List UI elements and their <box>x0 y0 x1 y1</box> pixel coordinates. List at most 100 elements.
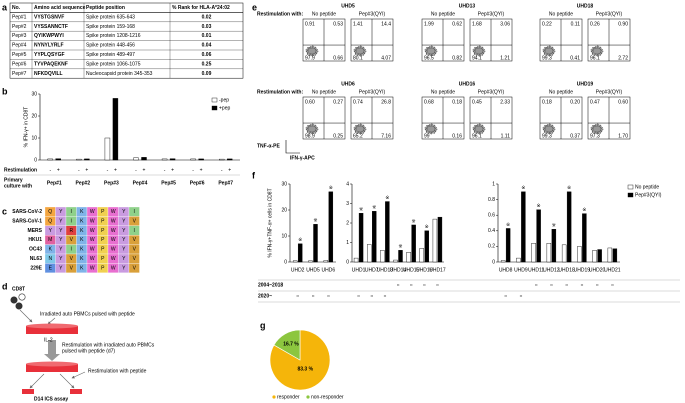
panel-label: c <box>2 206 7 216</box>
event-dot <box>311 124 313 126</box>
event-dot <box>549 54 551 56</box>
era-marker: ○ <box>357 293 360 299</box>
event-dot <box>314 54 317 56</box>
event-dot <box>590 129 593 131</box>
event-dot <box>356 54 358 56</box>
sequence-name: 229E <box>30 265 42 271</box>
event-dot <box>431 45 433 47</box>
event-dot <box>431 123 433 125</box>
residue: W <box>111 209 116 215</box>
event-dot <box>592 125 594 127</box>
event-dot <box>593 53 595 55</box>
residue: Y <box>122 228 126 234</box>
event-dot <box>543 126 545 128</box>
residue: Y <box>122 265 126 271</box>
x-tick-label: Pep#3 <box>104 180 119 186</box>
residue: W <box>90 247 95 253</box>
event-dot <box>315 125 317 128</box>
quadrant-value: 2.72 <box>618 55 628 61</box>
residue: W <box>90 265 95 271</box>
event-dot <box>598 124 600 126</box>
event-dot <box>473 131 476 133</box>
sequence-name: SARS-CoV-1 <box>12 218 42 224</box>
bar <box>323 260 329 263</box>
bar <box>358 213 364 263</box>
event-density <box>544 125 554 133</box>
residue: P <box>101 237 105 243</box>
restim-mark: - <box>221 167 223 173</box>
restim-mark: + <box>171 167 174 173</box>
residue: V <box>70 256 74 262</box>
quadrant-value: 0.45 <box>472 99 482 105</box>
residue: P <box>101 247 105 253</box>
event-dot <box>483 127 485 129</box>
diagram-text: D14 ICS assay <box>34 396 68 402</box>
event-dot <box>542 51 545 53</box>
event-dot <box>474 47 476 49</box>
event-dot <box>317 50 319 52</box>
quadrant-value: 7.16 <box>381 133 391 139</box>
event-dot <box>601 49 603 51</box>
table-cell: Pep#6 <box>12 61 27 67</box>
event-dot <box>542 127 544 129</box>
event-dot <box>315 47 317 50</box>
event-dot <box>542 129 545 131</box>
quadrant-value: 99.3 <box>542 133 552 139</box>
event-dot <box>550 132 552 134</box>
residue: I <box>71 209 72 215</box>
significance-star: ※ <box>567 185 571 191</box>
event-dot <box>595 45 597 48</box>
residue: W <box>111 265 116 271</box>
y-tick-label: 3 <box>346 201 349 207</box>
quadrant-value: 97.9 <box>305 55 315 61</box>
event-dot <box>551 54 554 56</box>
bar <box>500 260 506 263</box>
table-cell: NYNYLYRLF <box>34 43 64 49</box>
event-dot <box>543 50 545 52</box>
event-dot <box>479 54 481 56</box>
event-dot <box>432 124 434 126</box>
bar <box>385 201 390 263</box>
quadrant-value: 0.20 <box>570 99 580 105</box>
x-tick-label: UHD18 <box>558 267 575 273</box>
event-dot <box>315 128 318 130</box>
event-dot <box>356 46 358 49</box>
event-dot <box>481 53 483 55</box>
bar <box>406 252 411 263</box>
quadrant-value: 4.07 <box>381 55 391 61</box>
significance-star: ※ <box>521 185 525 191</box>
event-dot <box>549 45 551 47</box>
event-dot <box>316 49 318 51</box>
event-dot <box>595 132 597 134</box>
restim-mark: - <box>135 167 137 173</box>
event-dot <box>473 48 475 50</box>
event-dot <box>359 124 361 126</box>
condition-label: No peptide <box>312 89 336 95</box>
event-dot <box>424 49 426 51</box>
event-dot <box>362 131 364 133</box>
significance-star: ※ <box>412 218 416 224</box>
event-dot <box>601 129 603 131</box>
event-dot <box>543 131 546 133</box>
event-dot <box>475 132 477 134</box>
event-density <box>307 47 317 55</box>
legend-swatch <box>306 395 310 399</box>
event-dot <box>359 46 361 48</box>
quadrant-value: 94.1 <box>472 55 482 61</box>
event-dot <box>554 128 556 130</box>
event-dot <box>548 133 550 135</box>
event-dot <box>475 54 477 56</box>
bar <box>372 211 377 263</box>
residue: Y <box>59 237 63 243</box>
event-dot <box>482 128 485 130</box>
residue: V <box>133 265 137 271</box>
event-dot <box>553 129 555 131</box>
quadrant-value: 0.60 <box>305 99 315 105</box>
event-dot <box>547 123 549 126</box>
event-dot <box>305 127 307 129</box>
residue: W <box>111 237 116 243</box>
condition-label: No peptide <box>549 89 573 95</box>
residue: W <box>90 209 95 215</box>
event-dot <box>431 132 433 134</box>
panel-label: e <box>252 2 257 12</box>
